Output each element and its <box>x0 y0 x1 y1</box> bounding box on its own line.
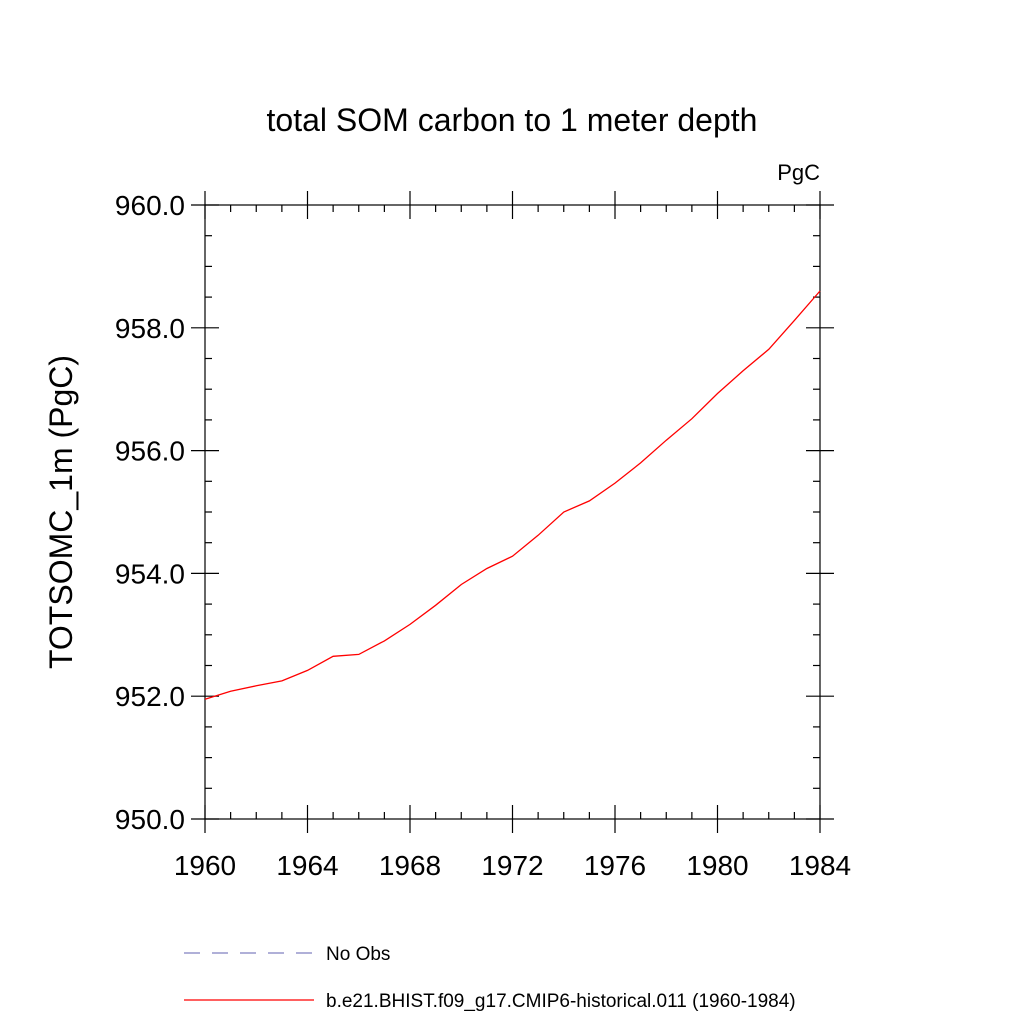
x-tick-label: 1980 <box>686 850 748 881</box>
series-line <box>204 290 821 700</box>
y-axis-label: TOTSOMC_1m (PgC) <box>43 355 79 669</box>
y-tick-label: 952.0 <box>115 681 185 712</box>
y-tick-labels: 950.0 952.0 954.0 956.0 958.0 960.0 <box>115 190 185 835</box>
axis-ticks <box>191 191 834 833</box>
x-tick-label: 1964 <box>276 850 338 881</box>
units-label: PgC <box>777 160 820 185</box>
legend-label: b.e21.BHIST.f09_g17.CMIP6-historical.011… <box>326 991 796 1012</box>
y-tick-label: 958.0 <box>115 313 185 344</box>
x-tick-label: 1984 <box>789 850 851 881</box>
legend: No Obs b.e21.BHIST.f09_g17.CMIP6-historic… <box>184 944 796 1012</box>
series-lines <box>204 290 821 700</box>
x-tick-label: 1968 <box>379 850 441 881</box>
legend-label: No Obs <box>326 944 390 965</box>
y-tick-label: 950.0 <box>115 804 185 835</box>
y-tick-label: 956.0 <box>115 436 185 467</box>
x-tick-label: 1960 <box>174 850 236 881</box>
x-tick-labels: 1960 1964 1968 1972 1976 1980 1984 <box>174 850 851 881</box>
chart-title: total SOM carbon to 1 meter depth <box>267 102 758 138</box>
plot-frame <box>204 204 821 820</box>
y-tick-label: 960.0 <box>115 190 185 221</box>
x-tick-label: 1972 <box>481 850 543 881</box>
y-tick-label: 954.0 <box>115 558 185 589</box>
x-tick-label: 1976 <box>584 850 646 881</box>
